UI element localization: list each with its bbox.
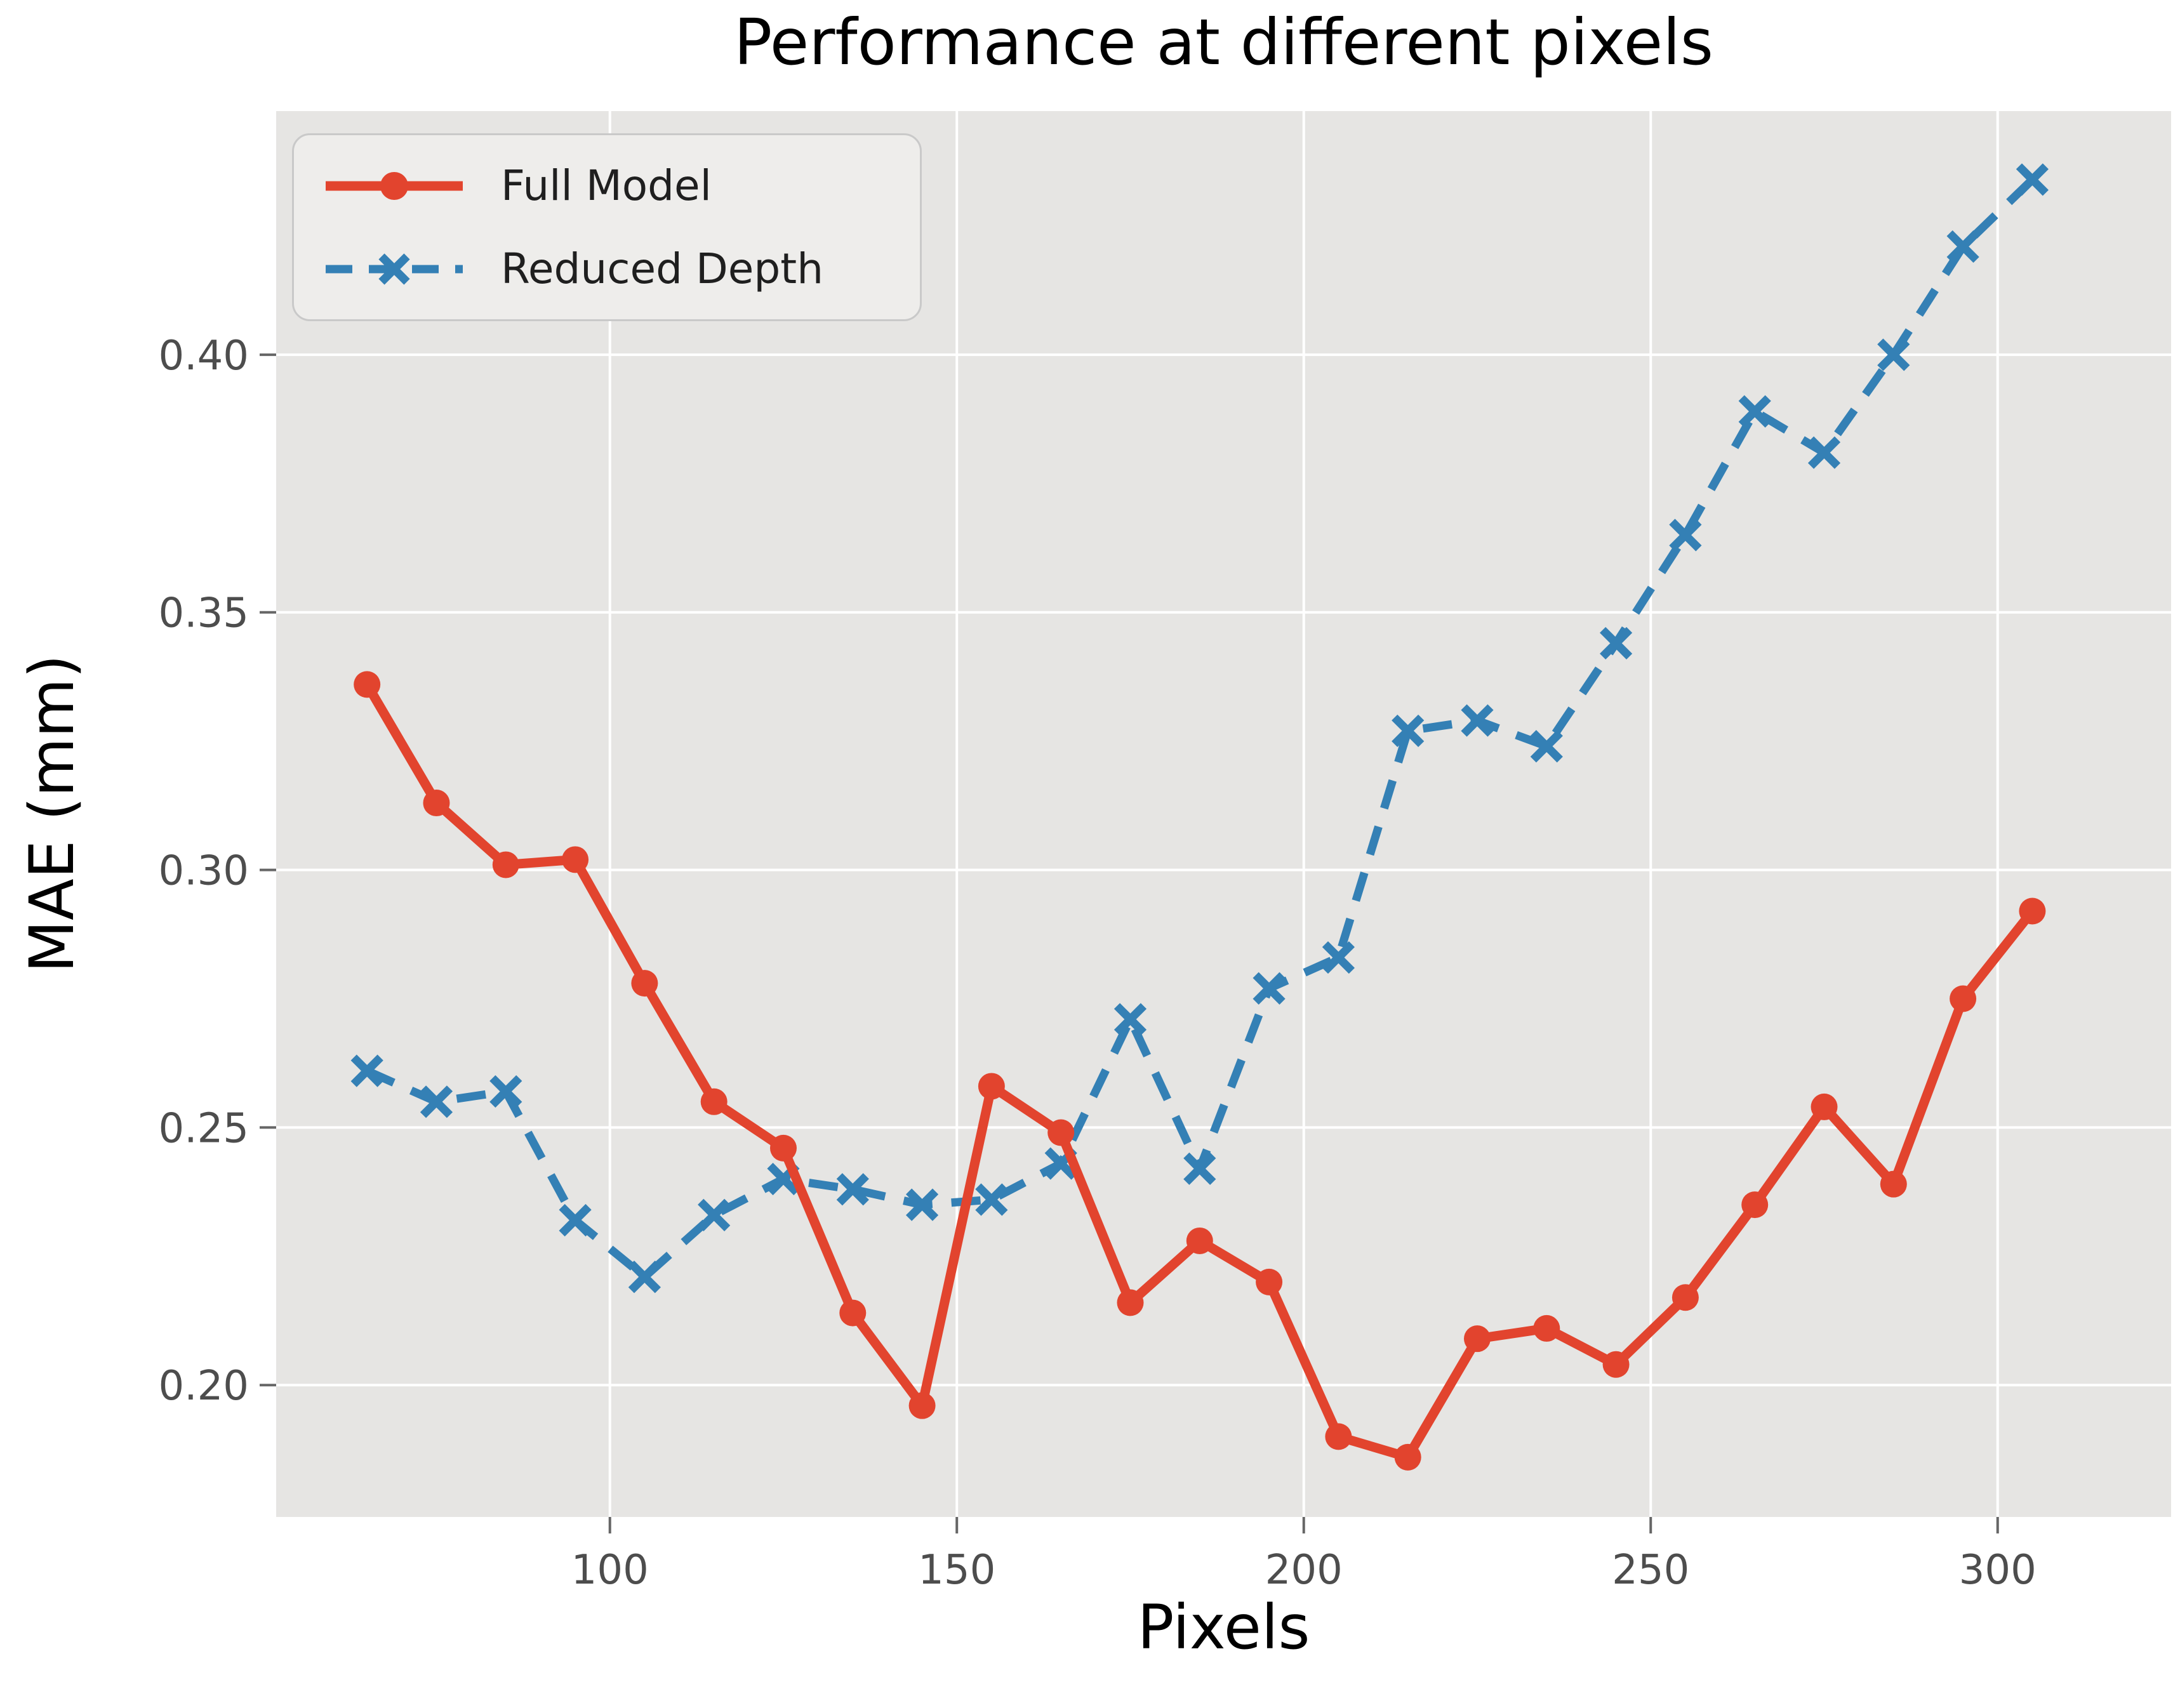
- data-point-x: [1253, 972, 1286, 1005]
- data-point-circle: [354, 671, 381, 698]
- data-point-circle: [1672, 1284, 1699, 1311]
- data-point-x: [836, 1173, 869, 1206]
- y-tick-label: 0.40: [159, 333, 249, 380]
- data-point-circle: [1186, 1227, 1213, 1254]
- data-point-circle: [1811, 1093, 1838, 1120]
- data-point-x: [489, 1075, 522, 1108]
- data-point-x: [1530, 730, 1563, 763]
- data-point-x: [1599, 626, 1633, 660]
- x-axis-label: Pixels: [1137, 1592, 1310, 1663]
- x-tick-label: 100: [571, 1547, 649, 1594]
- data-point-circle: [1117, 1289, 1144, 1316]
- y-tick-label: 0.20: [159, 1363, 249, 1410]
- data-point-x: [1392, 714, 1425, 748]
- data-point-x: [1738, 395, 1771, 428]
- y-tick-label: 0.35: [159, 590, 249, 637]
- data-point-circle: [2019, 897, 2046, 925]
- data-point-x: [1877, 338, 1910, 371]
- data-point-x: [559, 1203, 592, 1237]
- data-point-circle: [492, 851, 519, 878]
- data-point-circle: [1602, 1351, 1630, 1378]
- data-point-x: [1183, 1152, 1216, 1185]
- data-point-x: [905, 1188, 939, 1221]
- data-point-circle: [769, 1134, 797, 1162]
- full-model-line-icon: [326, 171, 463, 200]
- legend-item-full-model: Full Model: [321, 161, 920, 210]
- data-point-circle: [1394, 1443, 1421, 1471]
- data-point-x: [1669, 519, 1702, 552]
- data-point-circle: [1880, 1170, 1907, 1198]
- x-tick-label: 150: [918, 1547, 995, 1594]
- data-point-x: [420, 1085, 453, 1118]
- x-tick-label: 300: [1959, 1547, 2037, 1594]
- legend-item-reduced-depth: Reduced Depth: [321, 244, 920, 293]
- data-point-circle: [700, 1088, 728, 1115]
- x-tick-label: 200: [1265, 1547, 1343, 1594]
- y-tick-label: 0.25: [159, 1105, 249, 1152]
- y-tick-label: 0.30: [159, 848, 249, 895]
- data-point-x: [1113, 1003, 1147, 1036]
- data-point-x: [975, 1183, 1008, 1216]
- data-point-x: [1946, 230, 1979, 263]
- data-point-circle: [1463, 1325, 1491, 1353]
- chart-title: Performance at different pixels: [733, 5, 1714, 79]
- data-point-circle: [1950, 985, 1977, 1012]
- data-point-circle: [1741, 1191, 1769, 1219]
- data-point-x: [1807, 436, 1841, 469]
- data-point-circle: [423, 790, 450, 817]
- data-point-x: [2016, 163, 2049, 196]
- data-point-circle: [1325, 1423, 1352, 1450]
- data-point-circle: [562, 846, 589, 873]
- legend-label: Full Model: [501, 161, 712, 210]
- data-point-x: [698, 1198, 731, 1231]
- plot-background: [276, 111, 2171, 1517]
- data-point-circle: [631, 970, 658, 997]
- data-point-circle: [978, 1073, 1005, 1100]
- data-point-circle: [1533, 1314, 1560, 1342]
- legend-label: Reduced Depth: [501, 244, 824, 293]
- data-point-x: [350, 1054, 383, 1087]
- reduced-depth-line-icon: [326, 253, 463, 285]
- data-point-x: [1322, 941, 1355, 974]
- data-point-circle: [908, 1392, 936, 1419]
- data-point-x: [1461, 704, 1494, 737]
- y-axis-label: MAE (mm): [17, 654, 88, 973]
- data-point-circle: [1047, 1119, 1075, 1146]
- data-point-x: [628, 1261, 661, 1294]
- x-tick-label: 250: [1612, 1547, 1689, 1594]
- legend: Full Model Reduced Depth: [292, 133, 922, 321]
- data-point-circle: [1256, 1268, 1283, 1295]
- data-point-circle: [839, 1299, 867, 1327]
